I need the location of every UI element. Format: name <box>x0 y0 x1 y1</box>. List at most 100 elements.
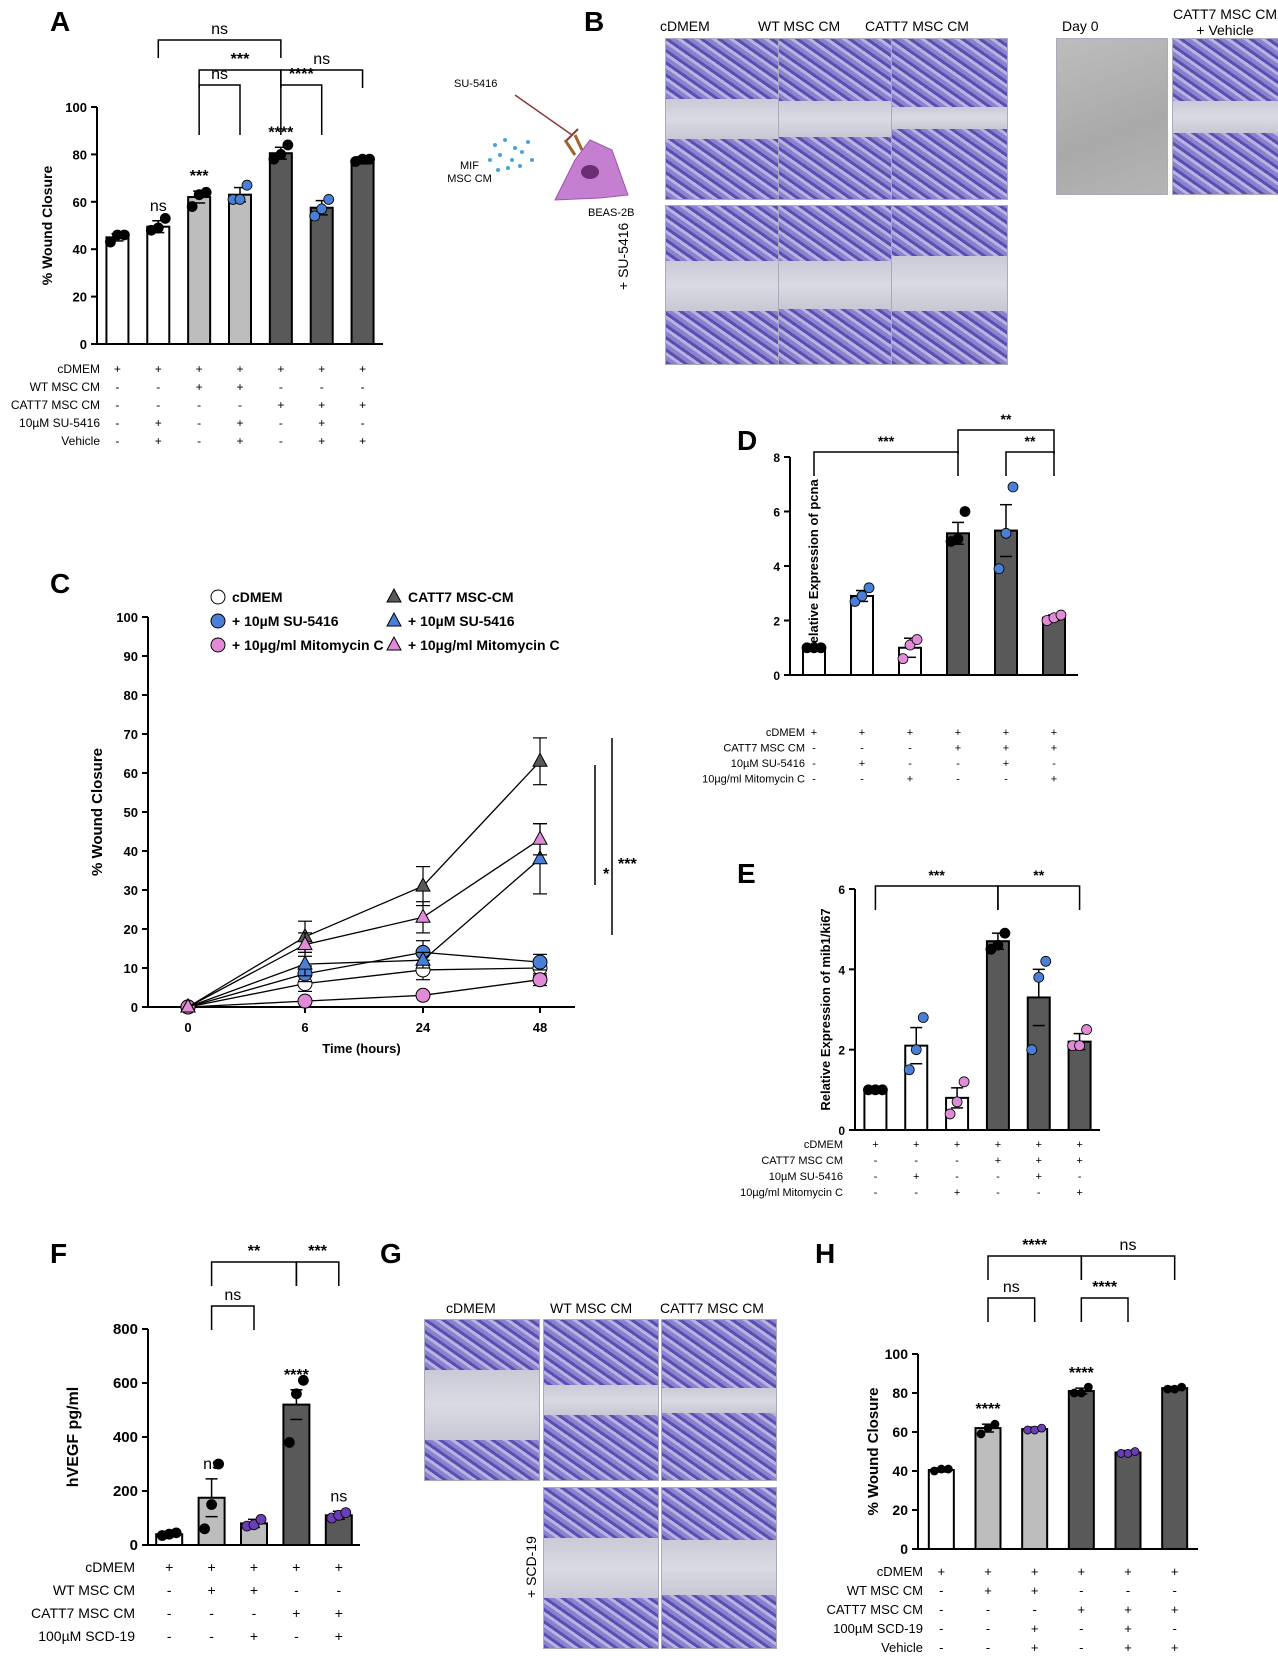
data-point <box>340 1507 352 1518</box>
data-point <box>152 222 164 234</box>
significance-label: **** <box>1069 1365 1095 1382</box>
data-point <box>952 533 964 545</box>
b-header-day0: Day 0 <box>1062 18 1099 34</box>
significance-label: ns <box>203 1456 220 1473</box>
data-point <box>910 1044 922 1056</box>
significance-label: *** <box>618 856 637 873</box>
significance-label: **** <box>976 1401 1002 1418</box>
y-tick-label: 8 <box>773 451 780 465</box>
condition-sign: - <box>1079 1583 1083 1598</box>
bracket-label: *** <box>928 867 945 883</box>
data-point <box>159 212 171 224</box>
significance-bracket <box>210 1261 298 1286</box>
bracket-label: ** <box>1025 433 1036 449</box>
data-point <box>911 634 923 645</box>
condition-sign: - <box>156 380 160 394</box>
condition-sign: - <box>167 1582 172 1598</box>
bracket-label: **** <box>1022 1237 1048 1254</box>
y-tick-label: 20 <box>73 290 87 305</box>
series-line <box>187 838 541 1008</box>
bar <box>268 152 293 345</box>
series-line <box>187 951 541 1008</box>
legend-label: cDMEM <box>232 589 283 605</box>
y-tick-label: 40 <box>892 1463 908 1479</box>
condition-sign: - <box>939 1583 943 1598</box>
condition-sign: + <box>1124 1621 1132 1636</box>
data-point <box>297 955 313 970</box>
bracket-label: ns <box>211 21 228 38</box>
bracket-label: ** <box>1033 867 1044 883</box>
condition-sign: - <box>996 1187 1000 1199</box>
panel-letter-h: H <box>815 1238 836 1269</box>
condition-sign: + <box>1051 727 1057 739</box>
diagram-drug-label: SU-5416 <box>454 78 498 90</box>
y-tick-label: 6 <box>838 883 845 897</box>
condition-sign: + <box>208 1582 216 1598</box>
bar <box>863 1088 888 1132</box>
series-line <box>187 760 541 1008</box>
significance-bracket <box>813 451 959 476</box>
condition-sign: + <box>277 398 284 412</box>
chart-c: 0 10 20 30 40 50 60 70 80 90 100 0 6 24 48 Time (hours)… <box>89 587 637 1056</box>
condition-sign: + <box>1036 1171 1042 1183</box>
condition-sign: + <box>155 416 162 430</box>
condition-sign: + <box>292 1559 300 1575</box>
condition-sign: - <box>956 774 960 786</box>
condition-label: cDMEM <box>804 1139 843 1151</box>
condition-sign: - <box>955 1171 959 1183</box>
micrograph-b-day0 <box>1056 38 1168 195</box>
data-point <box>532 849 548 865</box>
condition-sign: + <box>1078 1602 1086 1617</box>
bar <box>927 1469 955 1551</box>
data-point <box>1026 1044 1038 1056</box>
data-point <box>255 1513 267 1525</box>
panel-letter-e: E <box>737 858 756 889</box>
data-point <box>983 1423 993 1433</box>
data-point <box>959 506 971 517</box>
data-point <box>1000 527 1012 539</box>
condition-label: WT MSC CM <box>30 380 100 394</box>
y-tick-label: 4 <box>838 963 845 977</box>
data-point <box>213 1458 225 1470</box>
condition-sign: + <box>155 362 162 376</box>
condition-sign: + <box>236 434 243 448</box>
bar <box>309 206 334 345</box>
significance-label: ns <box>330 1488 347 1505</box>
panel-letter-d: D <box>737 425 758 456</box>
condition-sign: + <box>292 1605 300 1621</box>
data-point <box>297 1374 309 1386</box>
condition-sign: - <box>1004 774 1008 786</box>
significance-bracket <box>295 1261 340 1286</box>
data-point <box>1083 1382 1093 1392</box>
legend-marker <box>210 637 226 653</box>
condition-sign: + <box>1124 1564 1132 1579</box>
y-tick-label: 100 <box>116 610 138 625</box>
legend-marker <box>386 635 402 651</box>
condition-sign: - <box>209 1605 214 1621</box>
x-tick-label: 6 <box>301 1020 308 1035</box>
data-point <box>532 954 548 970</box>
condition-sign: - <box>197 434 201 448</box>
y-tick-label: 6 <box>773 506 780 520</box>
condition-sign: - <box>812 743 816 755</box>
legend-marker <box>386 587 402 603</box>
y-tick-label: 100 <box>65 100 87 115</box>
g-header-catt7: CATT7 MSC CM <box>660 1300 764 1316</box>
condition-label: CATT7 MSC CM <box>761 1155 843 1167</box>
condition-sign: - <box>361 416 365 430</box>
condition-label: cDMEM <box>877 1564 923 1579</box>
condition-sign: + <box>1078 1564 1086 1579</box>
bar <box>1021 1428 1049 1550</box>
condition-sign: + <box>1003 758 1009 770</box>
condition-sign: - <box>336 1582 341 1598</box>
condition-sign: - <box>986 1621 990 1636</box>
significance-bracket <box>874 885 999 910</box>
condition-sign: + <box>907 727 913 739</box>
condition-sign: + <box>1124 1640 1132 1655</box>
condition-sign: + <box>1051 743 1057 755</box>
y-tick-label: 4 <box>773 560 780 574</box>
condition-sign: - <box>252 1605 257 1621</box>
